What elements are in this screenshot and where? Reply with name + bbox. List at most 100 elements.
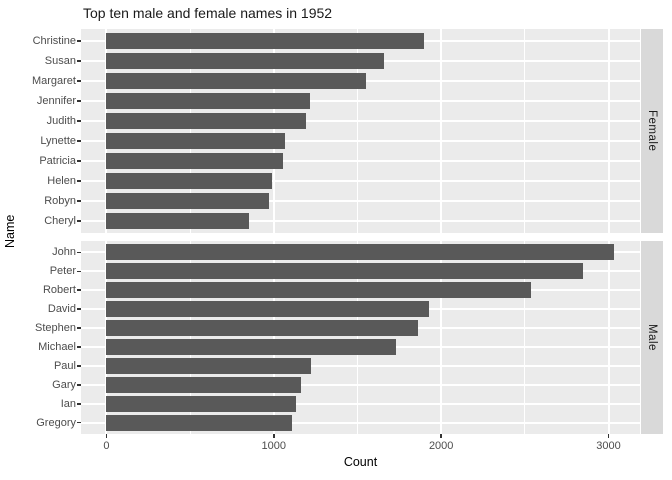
y-axis-tick <box>77 120 81 122</box>
x-axis-tick <box>607 434 610 438</box>
y-axis-label: Michael <box>38 341 76 353</box>
y-axis-label: Christine <box>32 35 76 47</box>
x-axis-label: 2000 <box>428 440 454 452</box>
y-axis-label: Jennifer <box>36 95 76 107</box>
bar-gregory <box>106 414 293 431</box>
y-axis-tick <box>77 200 81 202</box>
bar-patricia <box>106 153 283 169</box>
y-axis-label: Judith <box>46 115 76 127</box>
y-axis-tick <box>77 100 81 102</box>
y-axis-label: John <box>52 246 76 259</box>
major-gridline <box>272 29 275 233</box>
y-axis-label: Peter <box>49 265 76 278</box>
y-axis-tick <box>77 251 81 254</box>
y-axis-tick <box>77 220 81 222</box>
y-axis-label: Patricia <box>39 155 76 167</box>
minor-gridline <box>524 29 526 233</box>
facet-panel-male <box>81 241 640 434</box>
y-axis-label: Robert <box>42 284 76 297</box>
category-gridline <box>81 364 640 367</box>
bar-john <box>106 244 615 261</box>
category-gridline <box>81 140 640 142</box>
chart-title: Top ten male and female names in 1952 <box>83 5 333 21</box>
category-gridline <box>81 200 640 202</box>
category-gridline <box>81 220 640 222</box>
y-axis-label: Susan <box>44 55 76 67</box>
major-gridline <box>440 241 443 434</box>
y-axis-tick <box>77 289 81 291</box>
minor-gridline <box>189 241 191 434</box>
y-axis-tick <box>77 270 81 272</box>
major-gridline <box>105 29 108 233</box>
minor-gridline <box>189 29 191 233</box>
bar-peter <box>106 263 583 280</box>
major-gridline <box>105 241 108 434</box>
y-axis-label: David <box>47 303 76 316</box>
y-axis-label: Stephen <box>35 322 76 334</box>
y-axis-label: Gregory <box>36 416 76 429</box>
major-gridline <box>272 241 275 434</box>
bar-david <box>106 301 429 318</box>
facet-strip-female: Female <box>641 29 663 233</box>
y-axis-label: Ian <box>60 397 76 410</box>
category-gridline <box>81 383 640 386</box>
y-axis-label: Gary <box>52 378 76 391</box>
bar-stephen <box>106 320 418 336</box>
major-gridline <box>440 29 443 233</box>
y-axis-tick <box>77 180 81 182</box>
facet-panel-female <box>81 29 640 233</box>
y-axis-tick <box>77 80 81 82</box>
x-axis-tick <box>105 434 108 438</box>
category-gridline <box>81 120 640 122</box>
major-gridline <box>607 29 610 233</box>
minor-gridline <box>357 29 358 233</box>
y-axis-tick <box>77 403 81 405</box>
y-axis-tick <box>77 346 81 348</box>
bar-lynette <box>106 133 285 149</box>
y-axis-label: Robyn <box>44 195 76 207</box>
bar-christine <box>106 33 425 49</box>
y-axis-label: Paul <box>53 359 76 372</box>
y-axis-label: Margaret <box>31 75 76 87</box>
category-gridline <box>81 100 640 102</box>
minor-gridline <box>524 241 526 434</box>
facet-strip-label: Male <box>646 324 658 351</box>
category-gridline <box>81 421 640 424</box>
facet-strip-male: Male <box>641 241 663 434</box>
y-axis-tick <box>77 60 81 62</box>
major-gridline <box>607 241 610 434</box>
bar-jennifer <box>106 93 310 109</box>
y-axis-label: Lynette <box>40 135 76 147</box>
bar-cheryl <box>106 213 249 229</box>
x-axis-tick <box>273 434 275 438</box>
y-axis-label: Helen <box>47 175 76 187</box>
category-gridline <box>81 180 640 182</box>
x-axis-title: Count <box>343 455 378 469</box>
bar-gary <box>106 376 302 393</box>
bar-robert <box>106 282 531 299</box>
facet-strip-label: Female <box>646 110 658 152</box>
bar-paul <box>106 357 312 374</box>
x-axis-label: 0 <box>103 440 110 452</box>
x-axis-label: 1000 <box>261 440 287 452</box>
y-axis-tick <box>77 365 81 367</box>
category-gridline <box>81 402 640 405</box>
bar-susan <box>106 53 385 69</box>
y-axis-label: Cheryl <box>44 215 76 227</box>
y-axis-tick <box>77 40 81 42</box>
x-axis-tick <box>440 434 442 438</box>
bar-margaret <box>106 73 366 89</box>
y-axis-tick <box>77 160 81 162</box>
category-gridline <box>81 160 640 162</box>
y-axis-tick <box>77 308 81 310</box>
bar-ian <box>106 395 297 412</box>
y-axis-tick <box>77 384 81 386</box>
y-axis-tick <box>77 421 81 424</box>
x-axis-label: 3000 <box>596 440 621 452</box>
y-axis-tick <box>77 327 81 329</box>
bar-robyn <box>106 193 269 209</box>
bar-michael <box>106 339 396 355</box>
y-axis-tick <box>77 140 81 142</box>
bar-helen <box>106 173 273 189</box>
